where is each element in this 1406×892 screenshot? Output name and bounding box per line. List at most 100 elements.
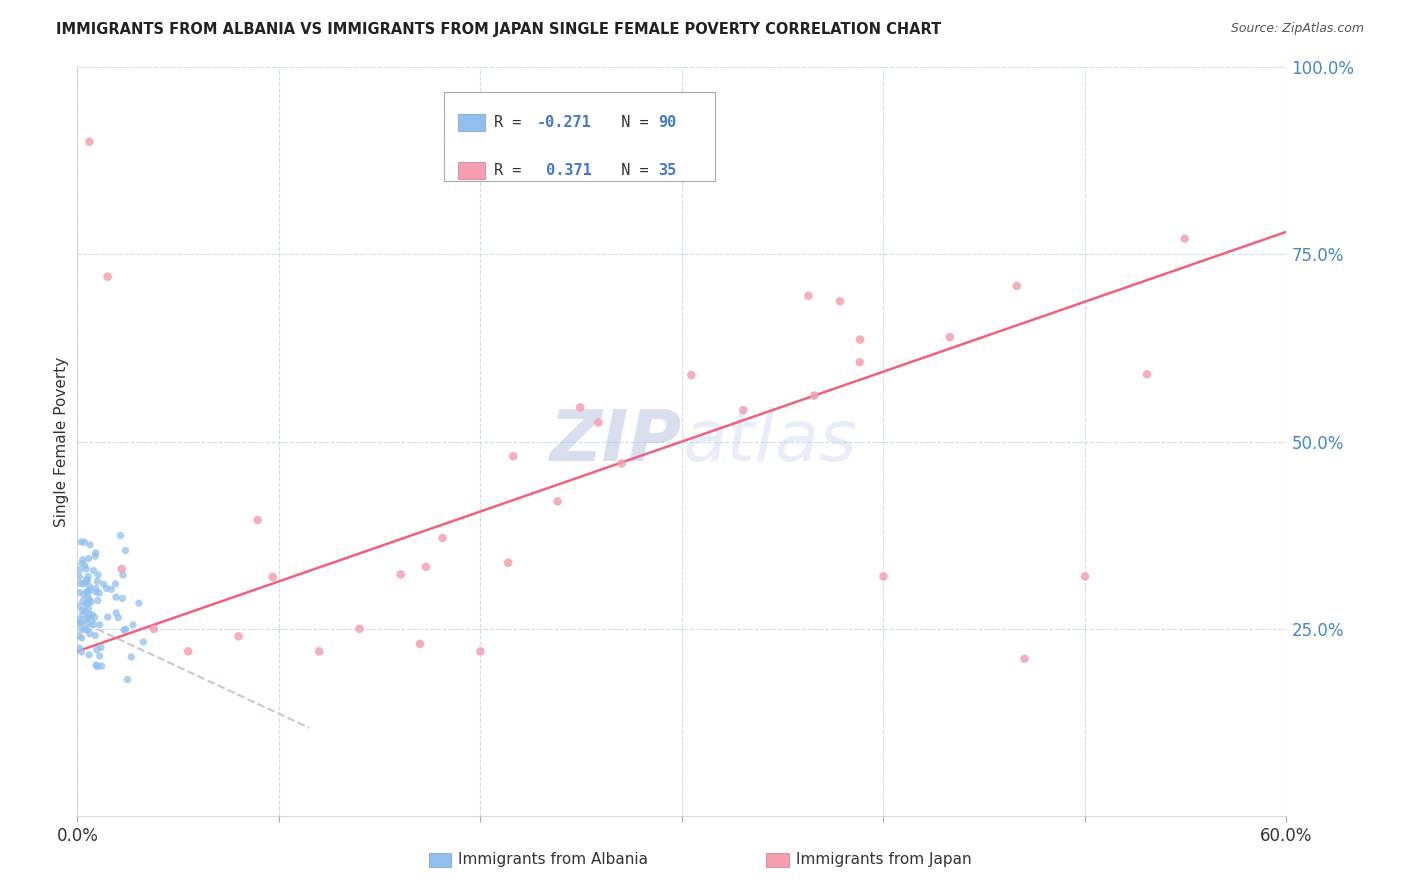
Point <box>76 590 98 604</box>
Point <box>1005 278 1028 293</box>
Text: Immigrants from Japan: Immigrants from Japan <box>796 853 972 867</box>
Point <box>76 597 98 611</box>
Point <box>84 657 107 672</box>
Point <box>681 368 703 382</box>
Point <box>77 569 100 583</box>
Point <box>105 606 128 620</box>
Point <box>569 401 592 415</box>
FancyBboxPatch shape <box>444 92 714 181</box>
Point <box>77 648 100 662</box>
Text: N =: N = <box>603 115 658 130</box>
Text: 0.371: 0.371 <box>537 163 592 178</box>
Point <box>77 579 100 593</box>
Point <box>73 623 96 637</box>
Point <box>76 573 98 587</box>
Point <box>111 562 134 576</box>
Point <box>70 622 93 636</box>
Text: atlas: atlas <box>682 407 856 476</box>
Point <box>69 641 91 656</box>
Point <box>77 551 100 566</box>
Point <box>72 607 94 622</box>
Point <box>79 583 101 598</box>
Point <box>67 563 90 577</box>
Text: 90: 90 <box>658 115 676 130</box>
Point <box>872 569 894 583</box>
Point <box>72 594 94 608</box>
Point <box>77 595 100 609</box>
Point <box>588 416 610 430</box>
Point <box>502 450 524 464</box>
Point <box>83 617 105 632</box>
Point <box>73 604 96 618</box>
Point <box>76 623 98 637</box>
Point <box>84 549 107 563</box>
Point <box>69 576 91 591</box>
Point <box>70 557 93 571</box>
Point <box>1014 652 1036 666</box>
Point <box>104 577 127 591</box>
Point <box>803 388 825 402</box>
Point <box>228 629 250 643</box>
Point <box>83 610 105 624</box>
Point <box>79 592 101 607</box>
Point <box>70 615 93 630</box>
Point <box>73 535 96 549</box>
Point <box>72 588 94 602</box>
Point <box>496 556 519 570</box>
Point <box>87 568 110 582</box>
Point <box>86 642 108 657</box>
Point <box>797 289 820 303</box>
Point <box>72 577 94 591</box>
Text: IMMIGRANTS FROM ALBANIA VS IMMIGRANTS FROM JAPAN SINGLE FEMALE POVERTY CORRELATI: IMMIGRANTS FROM ALBANIA VS IMMIGRANTS FR… <box>56 22 942 37</box>
Point <box>77 602 100 616</box>
Point <box>83 564 105 578</box>
Point <box>470 644 492 658</box>
Point <box>86 574 108 589</box>
Point <box>939 330 962 344</box>
Point <box>849 333 872 347</box>
Text: R =: R = <box>495 115 531 130</box>
Point <box>72 553 94 567</box>
Point <box>70 631 93 645</box>
Point <box>96 269 118 284</box>
Point <box>432 531 454 545</box>
Point <box>1174 232 1197 246</box>
Point <box>73 575 96 590</box>
FancyBboxPatch shape <box>458 162 485 178</box>
Point <box>1074 569 1097 583</box>
Point <box>80 595 103 609</box>
Point <box>79 538 101 552</box>
Point <box>84 546 107 560</box>
Point <box>67 569 90 583</box>
Y-axis label: Single Female Poverty: Single Female Poverty <box>53 357 69 526</box>
Point <box>84 629 107 643</box>
Point <box>114 622 136 636</box>
Point <box>114 543 136 558</box>
Point <box>111 591 134 606</box>
FancyBboxPatch shape <box>458 114 485 130</box>
Point <box>122 618 145 632</box>
Point <box>77 610 100 624</box>
Point <box>177 644 200 658</box>
Point <box>142 622 165 636</box>
Point <box>67 599 90 613</box>
Point <box>308 644 330 658</box>
Point <box>409 637 432 651</box>
Point <box>79 626 101 640</box>
Point <box>89 648 111 663</box>
Text: ZIP: ZIP <box>550 407 682 476</box>
Point <box>89 617 111 632</box>
Point <box>128 596 150 610</box>
Point <box>1136 367 1159 381</box>
Point <box>246 513 269 527</box>
Point <box>67 629 90 643</box>
Point <box>75 597 97 611</box>
Point <box>105 590 128 604</box>
Point <box>87 593 110 607</box>
Point <box>70 645 93 659</box>
Point <box>75 562 97 576</box>
Point <box>86 659 108 673</box>
Point <box>79 135 101 149</box>
Point <box>73 558 96 573</box>
Point <box>100 582 122 597</box>
